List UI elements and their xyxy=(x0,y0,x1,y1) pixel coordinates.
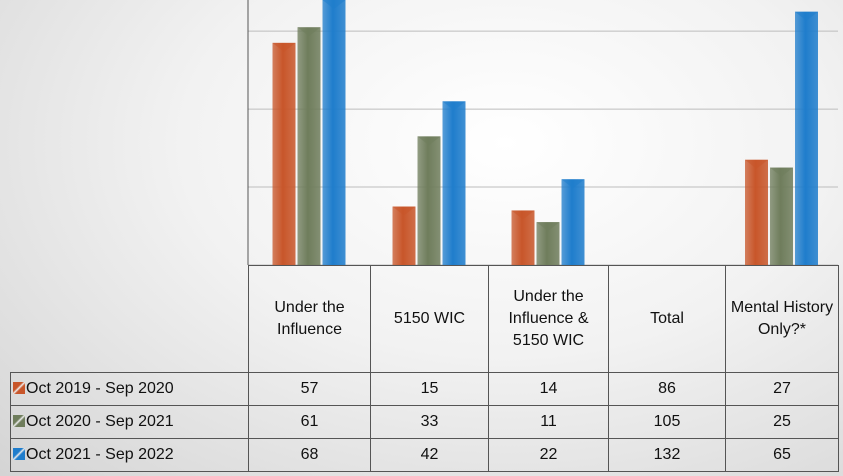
bar xyxy=(297,27,321,265)
bar-bevel xyxy=(511,210,535,220)
data-cell: 33 xyxy=(370,405,489,439)
category-label: Under the Influence xyxy=(248,265,371,373)
bar-bevel xyxy=(417,136,441,146)
series-row: Oct 2020 - Sep 2021 61 33 11 105 25 xyxy=(10,405,839,439)
bar xyxy=(561,179,585,265)
bar xyxy=(417,136,441,265)
series-name: Oct 2021 - Sep 2022 xyxy=(26,446,174,463)
data-cell: 25 xyxy=(725,405,839,439)
bar xyxy=(770,167,793,265)
legend-swatch xyxy=(13,415,25,427)
bar xyxy=(272,42,296,265)
data-table: Under the Influence 5150 WIC Under the Inf… xyxy=(10,265,839,472)
bar-bevel xyxy=(561,179,585,189)
data-cell: 15 xyxy=(370,372,489,406)
bar-bevel xyxy=(392,206,416,216)
bar-bevel xyxy=(795,11,818,21)
bar-bevel xyxy=(272,42,296,52)
bar xyxy=(795,11,818,265)
bar xyxy=(322,0,346,265)
legend-swatch xyxy=(13,382,25,394)
data-cell: 22 xyxy=(488,438,609,472)
legend-entry: Oct 2020 - Sep 2021 xyxy=(10,405,249,439)
corner xyxy=(10,265,249,373)
bar-bevel xyxy=(322,0,346,9)
legend-entry: Oct 2021 - Sep 2022 xyxy=(10,438,249,472)
legend-entry: Oct 2019 - Sep 2020 xyxy=(10,372,249,406)
series-row: Oct 2019 - Sep 2020 57 15 14 86 27 xyxy=(10,372,839,406)
bar xyxy=(511,210,535,265)
series-name: Oct 2019 - Sep 2020 xyxy=(26,380,174,397)
header-row: Under the Influence 5150 WIC Under the Inf… xyxy=(10,265,839,373)
data-cell: 61 xyxy=(248,405,371,439)
data-cell: 68 xyxy=(248,438,371,472)
bar-bevel xyxy=(770,167,793,177)
category-label: Mental History Only?* xyxy=(725,265,839,373)
bar xyxy=(745,159,768,265)
data-cell: 86 xyxy=(608,372,726,406)
legend-swatch xyxy=(13,448,25,460)
data-cell: 65 xyxy=(725,438,839,472)
category-label: Total xyxy=(608,265,726,373)
data-cell: 14 xyxy=(488,372,609,406)
bar xyxy=(392,206,416,265)
data-cell: 105 xyxy=(608,405,726,439)
data-cell: 42 xyxy=(370,438,489,472)
data-cell: 27 xyxy=(725,372,839,406)
series-row: Oct 2021 - Sep 2022 68 42 22 132 65 xyxy=(10,438,839,472)
bar xyxy=(442,101,466,265)
series-name: Oct 2020 - Sep 2021 xyxy=(26,413,174,430)
bar-bevel xyxy=(442,101,466,111)
data-cell: 132 xyxy=(608,438,726,472)
data-cell: 11 xyxy=(488,405,609,439)
category-label: 5150 WIC xyxy=(370,265,489,373)
bar xyxy=(536,222,560,265)
category-label: Under the Influence & 5150 WIC xyxy=(488,265,609,373)
bar-bevel xyxy=(536,222,560,232)
data-cell: 57 xyxy=(248,372,371,406)
bar-bevel xyxy=(745,159,768,169)
bar-bevel xyxy=(297,27,321,37)
chart xyxy=(247,0,838,266)
